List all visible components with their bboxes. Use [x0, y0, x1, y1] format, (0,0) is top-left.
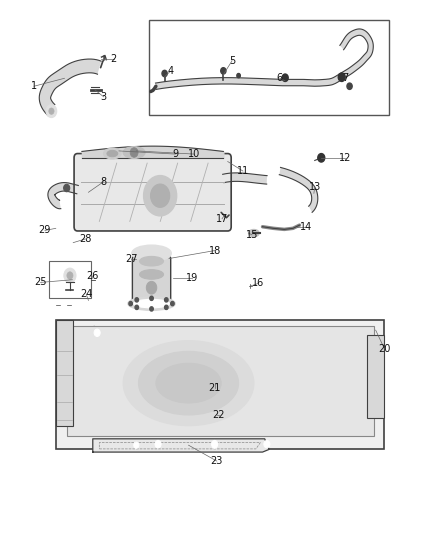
Bar: [49, 261, 91, 298]
Bar: [367, 335, 385, 418]
Ellipse shape: [128, 297, 175, 310]
Text: 9: 9: [173, 149, 179, 159]
Circle shape: [212, 442, 217, 448]
Circle shape: [171, 302, 174, 306]
Text: 24: 24: [80, 289, 92, 299]
Text: 22: 22: [213, 410, 225, 420]
Polygon shape: [279, 167, 318, 212]
Text: 14: 14: [300, 222, 312, 232]
Circle shape: [64, 268, 76, 283]
Ellipse shape: [156, 364, 221, 403]
Polygon shape: [48, 183, 78, 209]
Text: 26: 26: [87, 271, 99, 281]
Circle shape: [46, 105, 57, 117]
Ellipse shape: [123, 147, 145, 158]
Text: 25: 25: [34, 277, 47, 287]
Circle shape: [338, 73, 345, 82]
Circle shape: [49, 108, 54, 114]
Polygon shape: [39, 59, 101, 116]
Text: 28: 28: [79, 234, 92, 244]
Circle shape: [212, 440, 218, 448]
Text: 4: 4: [167, 67, 173, 76]
Circle shape: [282, 74, 288, 82]
Circle shape: [146, 281, 157, 294]
Circle shape: [64, 184, 70, 192]
Circle shape: [347, 83, 352, 90]
Circle shape: [129, 302, 132, 306]
Text: 27: 27: [125, 254, 138, 263]
Polygon shape: [93, 439, 269, 452]
FancyBboxPatch shape: [132, 256, 171, 303]
FancyBboxPatch shape: [74, 154, 231, 231]
Bar: [56, 319, 73, 425]
Text: 3: 3: [101, 92, 107, 102]
Circle shape: [237, 74, 240, 78]
Ellipse shape: [140, 256, 163, 266]
Circle shape: [150, 296, 153, 301]
Text: 23: 23: [211, 456, 223, 466]
Text: 2: 2: [110, 54, 117, 63]
Polygon shape: [155, 74, 341, 90]
Polygon shape: [223, 173, 267, 184]
Circle shape: [155, 440, 161, 448]
Text: 21: 21: [208, 383, 221, 393]
Polygon shape: [339, 29, 373, 80]
Ellipse shape: [107, 150, 118, 157]
Text: 15: 15: [245, 230, 258, 240]
Circle shape: [144, 175, 177, 216]
Text: 18: 18: [208, 246, 221, 256]
Bar: [56, 319, 385, 449]
Circle shape: [165, 298, 168, 302]
Ellipse shape: [134, 300, 170, 308]
Ellipse shape: [132, 245, 171, 261]
Text: 12: 12: [339, 153, 351, 163]
Text: 19: 19: [185, 273, 198, 283]
Text: 5: 5: [229, 56, 235, 66]
Circle shape: [135, 298, 138, 302]
Circle shape: [264, 440, 270, 448]
Circle shape: [165, 305, 168, 310]
Ellipse shape: [138, 351, 239, 415]
Circle shape: [134, 442, 139, 448]
Ellipse shape: [140, 270, 163, 279]
Circle shape: [248, 283, 253, 289]
Circle shape: [151, 184, 170, 207]
Text: 29: 29: [39, 225, 51, 236]
Circle shape: [318, 154, 325, 162]
Text: 7: 7: [342, 73, 348, 83]
Text: 11: 11: [237, 166, 249, 176]
Circle shape: [162, 70, 167, 77]
Circle shape: [150, 307, 153, 311]
Text: 1: 1: [31, 81, 37, 91]
Text: 13: 13: [309, 182, 321, 192]
Text: 16: 16: [252, 278, 264, 288]
Text: 20: 20: [378, 344, 391, 354]
Ellipse shape: [123, 341, 254, 425]
Circle shape: [221, 68, 226, 74]
Bar: [67, 326, 374, 436]
Bar: [149, 20, 389, 115]
Ellipse shape: [248, 229, 259, 237]
Circle shape: [130, 148, 138, 157]
Circle shape: [55, 302, 60, 308]
Text: 17: 17: [216, 214, 228, 224]
Circle shape: [135, 305, 138, 310]
Circle shape: [94, 329, 100, 336]
Text: 8: 8: [101, 176, 107, 187]
Text: 10: 10: [188, 149, 200, 159]
Text: 6: 6: [277, 73, 283, 83]
Circle shape: [66, 302, 71, 308]
Ellipse shape: [104, 148, 121, 159]
Circle shape: [67, 272, 73, 279]
